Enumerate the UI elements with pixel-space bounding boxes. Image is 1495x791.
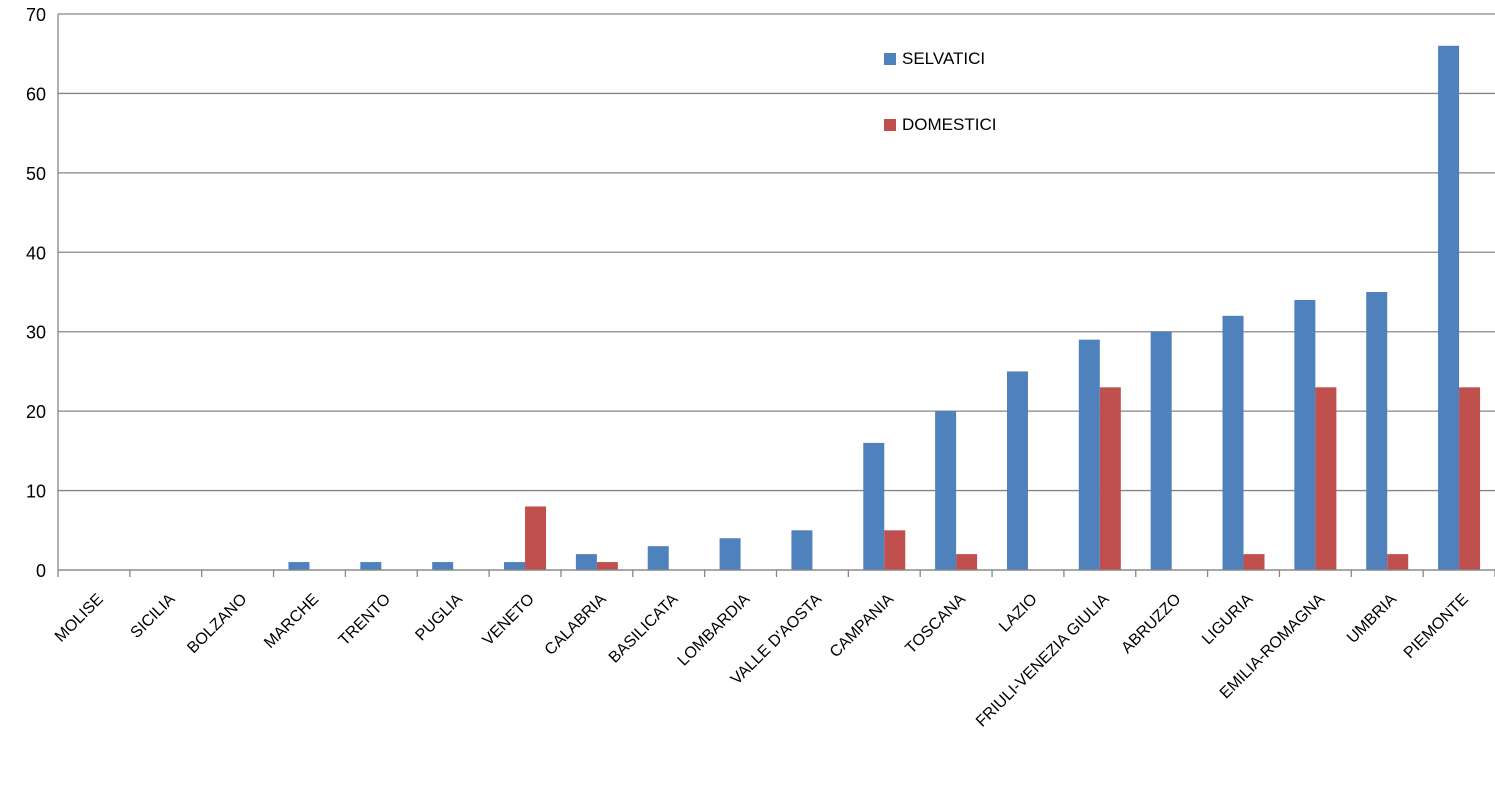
x-category-label: TRENTO — [336, 591, 394, 649]
x-category-label: MOLISE — [52, 591, 107, 646]
bar-selvatici-piemonte — [1438, 45, 1460, 571]
x-category-label: BASILICATA — [606, 591, 682, 667]
bar-domestici-emilia-romagna — [1315, 387, 1337, 570]
y-tick-label: 0 — [36, 561, 46, 581]
bar-selvatici-valle-d-aosta — [791, 530, 813, 570]
bar-selvatici-emilia-romagna — [1294, 299, 1316, 570]
legend-label-domestici: DOMESTICI — [902, 115, 997, 134]
x-category-label: MARCHE — [261, 591, 322, 652]
bar-domestici-piemonte — [1459, 387, 1481, 570]
legend-swatch-selvatici — [884, 53, 896, 65]
bar-domestici-friuli-venezia-giulia — [1099, 387, 1121, 570]
x-category-label: PIEMONTE — [1401, 591, 1472, 662]
bar-domestici-umbria — [1387, 554, 1409, 570]
legend-item-domestici: DOMESTICI — [884, 112, 1084, 138]
legend-item-selvatici: SELVATICI — [884, 46, 1084, 72]
bar-selvatici-campania — [863, 442, 885, 570]
y-tick-label: 70 — [26, 5, 46, 25]
y-tick-label: 30 — [26, 323, 46, 343]
y-tick-label: 20 — [26, 402, 46, 422]
bar-domestici-liguria — [1243, 554, 1265, 570]
bar-domestici-veneto — [525, 506, 547, 570]
x-category-label: BOLZANO — [184, 591, 250, 657]
bar-selvatici-calabria — [575, 554, 597, 570]
x-category-label: FRIULI-VENEZIA GIULIA — [973, 591, 1113, 731]
y-tick-label: 10 — [26, 482, 46, 502]
x-category-label: CALABRIA — [542, 591, 610, 659]
y-tick-label: 60 — [26, 84, 46, 104]
bar-selvatici-liguria — [1222, 315, 1244, 570]
bar-selvatici-toscana — [935, 411, 957, 570]
bar-selvatici-puglia — [432, 562, 454, 570]
x-category-label: PUGLIA — [412, 591, 466, 645]
x-category-label: ABRUZZO — [1118, 591, 1184, 657]
y-tick-label: 50 — [26, 164, 46, 184]
x-category-label: VENETO — [480, 591, 538, 649]
x-category-label: LAZIO — [996, 591, 1041, 636]
x-category-label: CAMPANIA — [827, 591, 898, 662]
x-category-label: LIGURIA — [1199, 591, 1257, 649]
bar-selvatici-friuli-venezia-giulia — [1078, 339, 1100, 570]
legend: SELVATICI DOMESTICI — [884, 46, 1084, 178]
bar-selvatici-veneto — [504, 562, 526, 570]
legend-swatch-domestici — [884, 119, 896, 131]
legend-label-selvatici: SELVATICI — [902, 49, 986, 68]
bar-selvatici-abruzzo — [1150, 331, 1172, 570]
bar-selvatici-umbria — [1366, 292, 1388, 570]
x-category-label: TOSCANA — [902, 591, 969, 658]
bar-selvatici-trento — [360, 562, 382, 570]
x-category-label: UMBRIA — [1344, 591, 1400, 647]
bar-domestici-toscana — [956, 554, 978, 570]
bar-selvatici-lazio — [1006, 371, 1028, 570]
y-tick-label: 40 — [26, 243, 46, 263]
x-category-label: SICILIA — [128, 591, 179, 642]
bar-selvatici-basilicata — [647, 546, 669, 570]
bar-selvatici-marche — [288, 562, 310, 570]
bar-domestici-campania — [884, 530, 906, 570]
bar-selvatici-lombardia — [719, 538, 741, 570]
x-category-label: LOMBARDIA — [675, 591, 754, 670]
bar-domestici-calabria — [596, 562, 618, 570]
